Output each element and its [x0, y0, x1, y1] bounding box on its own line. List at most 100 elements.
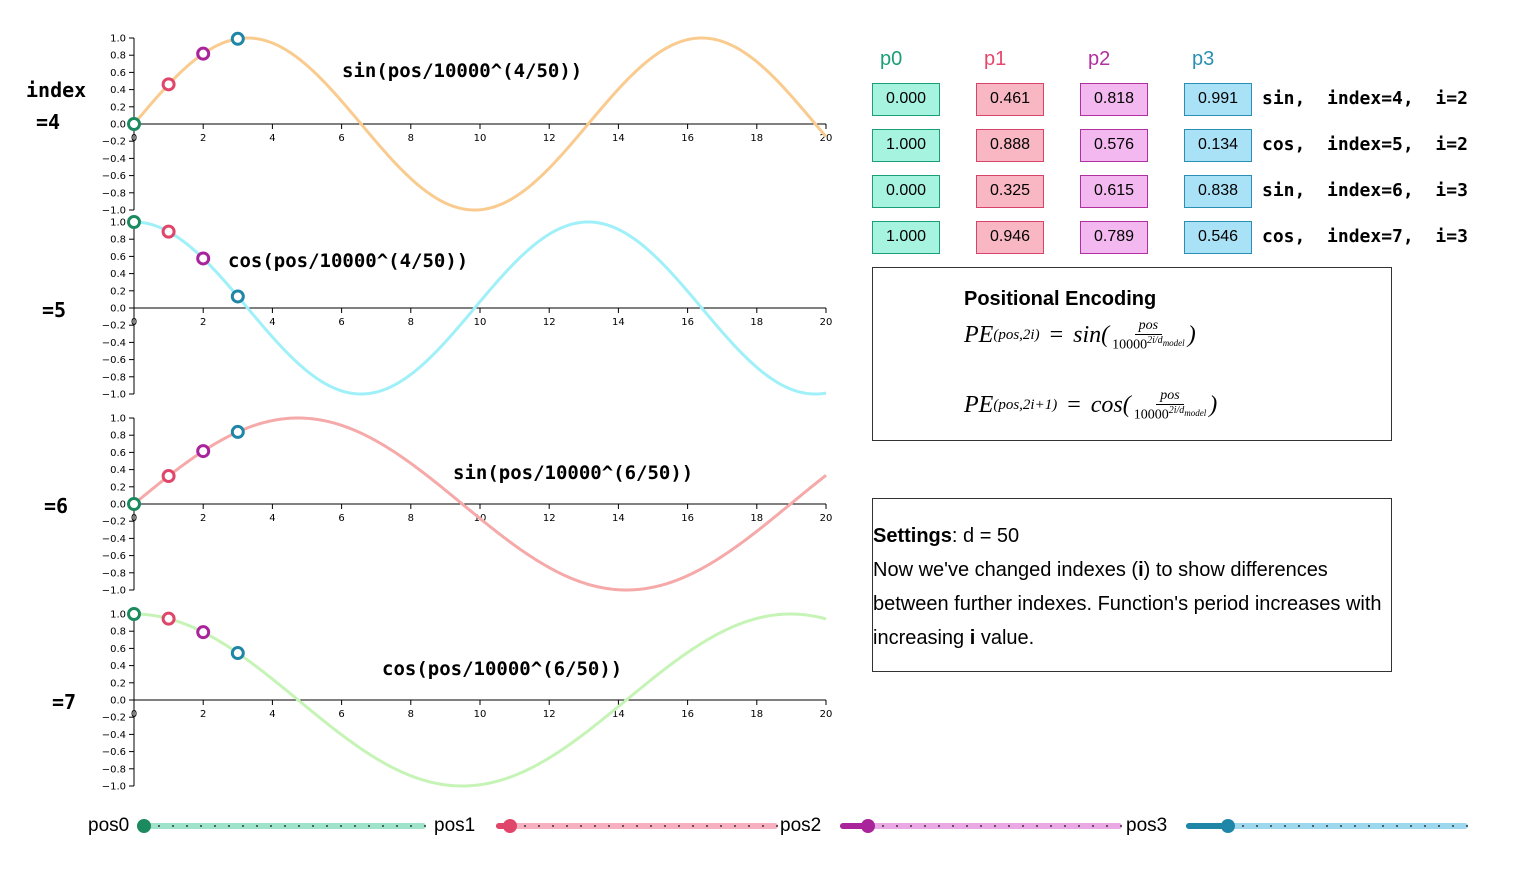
- table-cell: 0.818: [1080, 83, 1148, 116]
- y-tick-label: 0.2: [110, 482, 126, 493]
- row-label: sin, index=4, i=2: [1262, 88, 1468, 109]
- y-tick-label: 0.8: [110, 431, 126, 442]
- series-line: [133, 220, 827, 396]
- data-point-p1: [161, 77, 176, 92]
- index-7-label: =7: [52, 690, 77, 714]
- encoding-title: Positional Encoding: [964, 288, 1157, 310]
- row-label: sin, index=6, i=3: [1262, 180, 1468, 201]
- data-point-p1: [161, 469, 176, 484]
- y-tick-label: −1.0: [102, 206, 126, 217]
- data-point-p1: [161, 611, 176, 626]
- data-point-p0: [127, 607, 141, 621]
- x-tick-label: 10: [474, 709, 487, 720]
- x-tick-label: 0: [131, 709, 137, 720]
- index-5-label: =5: [42, 298, 67, 322]
- y-tick-label: −0.6: [102, 551, 126, 562]
- data-point-p2: [196, 251, 211, 266]
- x-tick-label: 16: [681, 317, 694, 328]
- row-label: cos, index=7, i=3: [1262, 226, 1468, 247]
- x-tick-label: 14: [612, 709, 625, 720]
- encoding-box: Positional Encoding PE (pos,2i) = sin( po…: [872, 267, 1392, 441]
- y-tick-label: 1.0: [110, 34, 126, 45]
- y-tick-label: −0.4: [102, 338, 126, 349]
- table-cell: 0.991: [1184, 83, 1252, 116]
- data-point-p2: [196, 46, 211, 61]
- x-tick-label: 0: [131, 317, 137, 328]
- y-tick-label: −0.8: [102, 764, 126, 775]
- settings-text-3: value.: [975, 627, 1035, 649]
- y-tick-label: 0.2: [110, 102, 126, 113]
- settings-value: : d = 50: [951, 525, 1020, 547]
- x-tick-label: 14: [612, 133, 625, 144]
- x-tick-label: 16: [681, 133, 694, 144]
- settings-text-1: Now we've changed indexes (: [873, 559, 1139, 581]
- y-tick-label: −0.2: [102, 713, 126, 724]
- x-tick-label: 2: [200, 317, 206, 328]
- column-header-p2: p2: [1088, 48, 1111, 70]
- column-header-p1: p1: [984, 48, 1007, 70]
- y-tick-label: −1.0: [102, 586, 126, 597]
- y-tick-label: −0.8: [102, 568, 126, 579]
- y-tick-label: 0.8: [110, 51, 126, 62]
- settings-bold-i: i: [1138, 559, 1144, 581]
- table-cell: 0.461: [976, 83, 1044, 116]
- index-label: index: [26, 78, 87, 102]
- slider-knob-pos1[interactable]: [503, 819, 518, 833]
- x-tick-label: 6: [338, 133, 344, 144]
- data-point-p1: [161, 224, 176, 239]
- x-tick-label: 10: [474, 133, 487, 144]
- data-point-p3: [230, 424, 245, 439]
- y-tick-label: −1.0: [102, 782, 126, 793]
- x-tick-label: 18: [750, 317, 763, 328]
- slider-knob-pos2[interactable]: [861, 819, 876, 833]
- y-tick-label: 0.8: [110, 235, 126, 246]
- column-header-p0: p0: [880, 48, 903, 70]
- y-tick-label: −0.2: [102, 137, 126, 148]
- x-tick-label: 0: [131, 513, 137, 524]
- x-tick-label: 18: [750, 513, 763, 524]
- data-point-p0: [127, 215, 141, 229]
- table-cell: 0.000: [872, 83, 940, 116]
- x-tick-label: 10: [474, 317, 487, 328]
- y-tick-label: −0.8: [102, 188, 126, 199]
- data-point-p3: [230, 646, 245, 661]
- y-tick-label: 1.0: [110, 610, 126, 621]
- series-line: [132, 36, 828, 212]
- row-label: cos, index=5, i=2: [1262, 134, 1468, 155]
- x-tick-label: 2: [200, 133, 206, 144]
- slider-label-pos2: pos2: [780, 815, 822, 836]
- y-tick-label: 0.6: [110, 644, 126, 655]
- slider-track-pos1[interactable]: [496, 819, 778, 833]
- slider-track-pos2[interactable]: [840, 819, 1122, 833]
- x-tick-label: 20: [820, 133, 833, 144]
- x-tick-label: 14: [612, 513, 625, 524]
- x-tick-label: 12: [543, 133, 556, 144]
- formula-sin: PE (pos,2i) = sin( pos 100002i/dmodel ): [964, 318, 1196, 353]
- y-tick-label: −0.2: [102, 321, 126, 332]
- y-tick-label: 0.4: [110, 85, 126, 96]
- slider-track-pos3[interactable]: [1186, 819, 1468, 833]
- settings-text-2: ) to show differences between further in…: [873, 559, 1382, 649]
- index-6-label: =6: [44, 494, 69, 518]
- slider-knob-pos3[interactable]: [1221, 819, 1236, 833]
- y-tick-label: −0.6: [102, 747, 126, 758]
- slider-track-pos0[interactable]: [137, 819, 426, 833]
- x-tick-label: 20: [820, 317, 833, 328]
- settings-box: Settings: d = 50 Now we've changed index…: [872, 498, 1392, 672]
- slider-knob-pos0[interactable]: [137, 819, 151, 833]
- slider-label-pos0: pos0: [88, 815, 130, 836]
- series-line: [133, 612, 827, 788]
- x-tick-label: 12: [543, 709, 556, 720]
- data-point-p2: [196, 625, 211, 640]
- y-tick-label: −0.4: [102, 534, 126, 545]
- table-cell: 0.888: [976, 129, 1044, 162]
- y-tick-label: 1.0: [110, 218, 126, 229]
- data-point-p3: [230, 31, 245, 46]
- x-tick-label: 2: [200, 513, 206, 524]
- x-tick-label: 4: [269, 133, 275, 144]
- table-cell: 0.789: [1080, 221, 1148, 254]
- table-cell: 0.838: [1184, 175, 1252, 208]
- table-cell: 1.000: [872, 129, 940, 162]
- y-tick-label: 0.4: [110, 465, 126, 476]
- y-tick-label: 0.0: [110, 304, 126, 315]
